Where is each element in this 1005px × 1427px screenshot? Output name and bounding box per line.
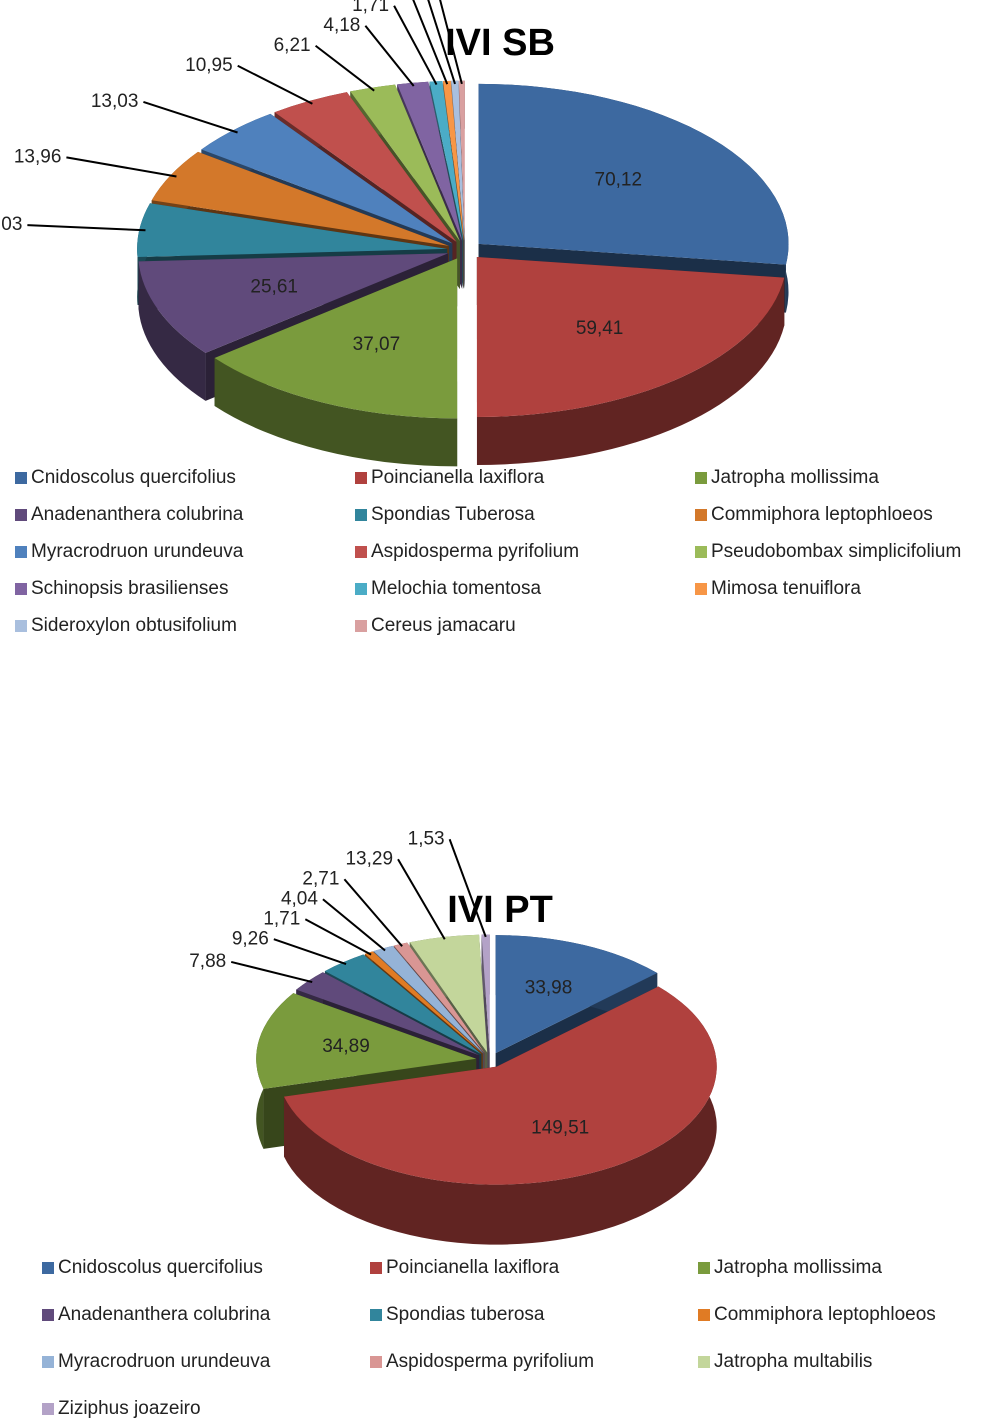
legend-swatch — [15, 620, 27, 632]
legend-swatch — [15, 472, 27, 484]
legend-swatch — [15, 583, 27, 595]
leader-line — [238, 66, 313, 104]
data-label: 1,71 — [352, 0, 389, 16]
leader-line — [274, 939, 346, 964]
legend-swatch — [355, 546, 367, 558]
leader-line — [66, 157, 176, 176]
legend-swatch — [695, 546, 707, 558]
data-label: 9,26 — [232, 928, 269, 949]
legend-label: Ziziphus joazeiro — [58, 1398, 201, 1419]
data-label: 13,29 — [345, 848, 393, 869]
data-label: 37,07 — [353, 334, 401, 355]
legend-swatch — [370, 1262, 382, 1274]
leader-line — [143, 102, 237, 133]
data-label: 70,12 — [595, 170, 643, 191]
legend-swatch — [15, 546, 27, 558]
legend-swatch — [355, 583, 367, 595]
leader-line — [27, 225, 145, 230]
leader-line — [305, 919, 371, 954]
data-label: 2,71 — [302, 868, 339, 889]
legend-swatch — [695, 509, 707, 521]
data-label: 13,03 — [91, 91, 139, 112]
slice — [477, 257, 784, 417]
data-label: 14,03 — [0, 214, 22, 235]
legend-label: Commiphora leptophloeos — [714, 1304, 936, 1325]
legend-swatch — [370, 1309, 382, 1321]
data-label: 13,96 — [14, 146, 62, 167]
legend-swatch — [15, 509, 27, 521]
data-label: 34,89 — [322, 1036, 370, 1057]
legend-label: Cereus jamacaru — [371, 615, 516, 636]
data-label: 1,53 — [408, 828, 445, 849]
chart-title: IVI SB — [445, 22, 555, 64]
leader-line — [394, 6, 436, 85]
legend-swatch — [42, 1356, 54, 1368]
legend-label: Mimosa tenuiflora — [711, 578, 861, 599]
legend-label: Schinopsis brasilienses — [31, 578, 229, 599]
data-label: 1,71 — [263, 908, 300, 929]
leader-line — [365, 26, 413, 86]
legend-label: Poincianella laxiflora — [371, 467, 545, 488]
data-label: 10,95 — [185, 55, 233, 76]
legend-label: Jatropha multabilis — [714, 1351, 872, 1372]
data-label: 7,88 — [189, 951, 226, 972]
data-label: 6,21 — [274, 35, 311, 56]
data-label: 59,41 — [576, 318, 624, 339]
legend-label: Cnidoscolus quercifolius — [31, 467, 236, 488]
legend-swatch — [698, 1356, 710, 1368]
legend-label: Myracrodruon urundeuva — [31, 541, 244, 562]
legend-label: Sideroxylon obtusifolium — [31, 615, 237, 636]
leader-line — [398, 859, 445, 939]
leader-line — [323, 899, 385, 950]
legend-swatch — [695, 583, 707, 595]
legend-label: Cnidoscolus quercifolius — [58, 1257, 263, 1278]
legend-swatch — [695, 472, 707, 484]
legend-swatch — [42, 1262, 54, 1274]
chart-title: IVI PT — [447, 889, 553, 931]
legend-swatch — [698, 1309, 710, 1321]
legend-label: Anadenanthera colubrina — [58, 1304, 271, 1325]
data-label: 149,51 — [531, 1118, 589, 1139]
legend-label: Commiphora leptophloeos — [711, 504, 933, 525]
legend-label: Melochia tomentosa — [371, 578, 541, 599]
legend-label: Spondias Tuberosa — [371, 504, 535, 525]
legend-swatch — [355, 620, 367, 632]
data-label: 4,04 — [281, 888, 318, 909]
leader-line — [231, 962, 312, 982]
legend-label: Pseudobombax simplicifolium — [711, 541, 961, 562]
legend-label: Jatropha mollissima — [714, 1257, 882, 1278]
legend-label: Myracrodruon urundeuva — [58, 1351, 271, 1372]
leader-line — [316, 46, 375, 91]
data-label: 33,98 — [525, 977, 573, 998]
legend-label: Aspidosperma pyrifolium — [386, 1351, 594, 1372]
legend-label: Jatropha mollissima — [711, 467, 879, 488]
legend-swatch — [355, 472, 367, 484]
legend-label: Aspidosperma pyrifolium — [371, 541, 579, 562]
legend-swatch — [42, 1309, 54, 1321]
legend-label: Poincianella laxiflora — [386, 1257, 560, 1278]
legend-swatch — [698, 1262, 710, 1274]
legend-label: Anadenanthera colubrina — [31, 504, 244, 525]
legend-swatch — [355, 509, 367, 521]
legend-swatch — [370, 1356, 382, 1368]
data-label: 25,61 — [250, 276, 298, 297]
leader-line — [344, 879, 402, 946]
data-label: 4,18 — [323, 15, 360, 36]
legend-label: Spondias tuberosa — [386, 1304, 545, 1325]
legend-swatch — [42, 1403, 54, 1415]
